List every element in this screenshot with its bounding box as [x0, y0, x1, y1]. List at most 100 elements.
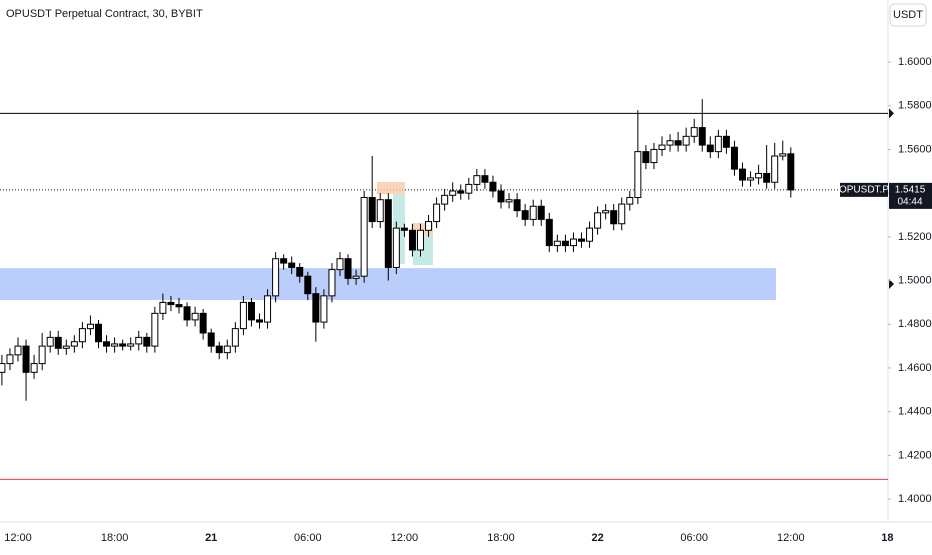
candle-body: [698, 127, 706, 146]
candle-body: [674, 140, 682, 146]
candle-body: [46, 336, 54, 347]
candle-body: [38, 345, 46, 365]
y-tick-label: 1.4800: [898, 318, 932, 330]
candle-body: [231, 328, 239, 347]
candle-body: [408, 229, 416, 251]
axis-arrow: [889, 279, 894, 290]
symbol-badge: [840, 182, 888, 197]
candle-body: [360, 197, 368, 277]
candle-body: [143, 336, 151, 347]
candle-body: [610, 210, 618, 225]
candle-body: [135, 336, 143, 345]
candle-body: [368, 197, 376, 223]
candle-body: [159, 301, 167, 314]
position-box: [377, 182, 405, 194]
candle-body: [553, 240, 561, 247]
candle-body: [239, 301, 247, 330]
candle-body: [30, 363, 38, 373]
x-tick-label: 18:00: [487, 532, 515, 544]
x-tick-label: 12:00: [777, 532, 805, 544]
y-tick-label: 1.6000: [898, 56, 932, 68]
candle-body: [199, 312, 207, 334]
candle-body: [151, 312, 159, 347]
candle-body: [529, 205, 537, 220]
candle-body: [449, 190, 457, 196]
candle-body: [730, 146, 738, 170]
candle-body: [0, 363, 6, 373]
candle-body: [441, 194, 449, 205]
candle-body: [14, 345, 22, 356]
candle-body: [264, 295, 272, 323]
candle-body: [739, 168, 746, 181]
candle-body: [256, 319, 263, 323]
candle-body: [312, 293, 320, 323]
y-tick-label: 1.4200: [898, 449, 932, 461]
candle-body: [561, 240, 569, 247]
candle-body: [618, 203, 626, 225]
y-tick-label: 1.5200: [898, 231, 932, 243]
candle-body: [183, 306, 191, 321]
candle-body: [521, 210, 529, 220]
candle-body: [54, 336, 62, 349]
candle-body: [119, 343, 127, 347]
candle-body: [111, 343, 119, 347]
candle-body: [223, 345, 231, 354]
candle-body: [95, 323, 102, 343]
candle-body: [304, 275, 312, 295]
candle-body: [537, 205, 545, 220]
candle-body: [207, 332, 215, 347]
candle-body: [352, 275, 360, 279]
candle-body: [787, 153, 795, 191]
candle-body: [626, 197, 634, 205]
candle-body: [272, 258, 280, 297]
candle-body: [569, 238, 577, 247]
y-tick-label: 1.5000: [898, 274, 932, 286]
x-tick-label: 18:00: [101, 532, 129, 544]
candle-body: [433, 203, 441, 223]
candle-body: [666, 140, 674, 146]
candle-body: [714, 135, 722, 153]
candle-body: [642, 151, 650, 164]
candle-body: [779, 153, 787, 157]
candle-body: [70, 341, 78, 347]
candle-body: [392, 227, 400, 268]
candle-body: [127, 343, 135, 347]
candle-body: [22, 345, 30, 373]
candle-body: [682, 135, 690, 146]
candle-body: [417, 229, 424, 251]
candle-body: [489, 181, 497, 192]
candle-body: [400, 227, 408, 231]
countdown: 04:44: [897, 197, 922, 208]
candle-body: [505, 199, 513, 203]
candle-body: [706, 144, 714, 153]
candle-body: [545, 218, 553, 247]
y-tick-label: 1.5800: [898, 100, 932, 112]
candle-body: [384, 199, 392, 268]
price-badge: [889, 182, 932, 209]
candle-body: [6, 354, 14, 365]
candle-body: [215, 345, 223, 354]
candle-body: [634, 151, 642, 199]
candle-body: [344, 258, 352, 279]
candle-body: [320, 295, 328, 323]
candle-body: [755, 172, 763, 179]
candle-body: [78, 328, 86, 343]
candle-body: [328, 269, 336, 297]
candle-body: [763, 172, 771, 183]
currency-label[interactable]: USDT: [893, 9, 923, 21]
candle-body: [247, 301, 255, 321]
candle-body: [175, 304, 183, 308]
candle-body: [602, 210, 610, 214]
candle-body: [280, 258, 288, 264]
candle-body: [771, 155, 779, 183]
x-tick-label: 22: [591, 532, 603, 544]
symbol-label: OPUSDT.P: [839, 185, 889, 196]
currency-button[interactable]: [889, 3, 927, 27]
candle-body: [513, 199, 521, 212]
candle-body: [191, 312, 199, 321]
candle-body: [586, 227, 594, 242]
x-tick-label: 21: [205, 532, 217, 544]
x-tick-label: 18: [881, 532, 893, 544]
candle-body: [376, 199, 384, 223]
